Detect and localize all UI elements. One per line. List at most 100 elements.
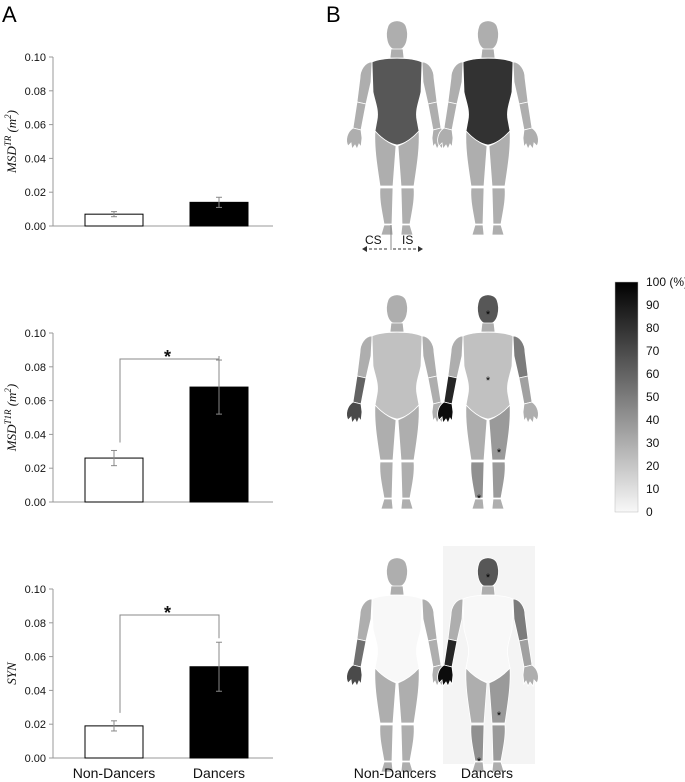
body-region-left-thigh [465, 667, 488, 724]
body-region-left-shin [379, 187, 394, 225]
body-figure-dancers: * * * [437, 557, 539, 773]
body-region-right-thigh [397, 404, 420, 461]
body-region-right-shin [400, 187, 415, 225]
body-region-right-shin [491, 187, 506, 225]
body-region-left-shin [379, 724, 394, 762]
colorbar-tick-label: 20 [646, 459, 660, 473]
body-region-left-hand [437, 664, 454, 687]
y-axis-title: SYN [4, 661, 19, 685]
significance-star: * [497, 710, 502, 722]
colorbar-tick-label: 30 [646, 436, 660, 450]
body-region-left-foot [380, 224, 394, 236]
error-bar [216, 359, 222, 415]
colorbar-tick-label: 80 [646, 321, 660, 335]
body-maps: * * * * * * * CS IS Non-Dancers Dancers [346, 20, 539, 781]
body-region-left-upper-arm [447, 335, 464, 379]
y-tick-label: 0.10 [25, 52, 46, 64]
body-region-right-thigh [488, 667, 511, 724]
bar-charts: 0.00 0.02 0.04 0.06 0.08 0.10 MSDTR (m2) 0.00 0.… [3, 52, 273, 781]
significance-bracket [119, 614, 220, 713]
error-bar [111, 449, 117, 467]
y-tick-label: 0.10 [25, 328, 46, 340]
body-region-right-forearm [427, 101, 442, 131]
body-region-left-forearm [352, 638, 367, 668]
body-figure-non-dancers [346, 294, 448, 510]
body-region-right-foot [491, 498, 505, 510]
body-region-right-foot [400, 761, 414, 773]
body-region-left-upper-arm [356, 335, 373, 379]
cs-arrowhead [362, 246, 367, 252]
significance-star: * [477, 493, 482, 505]
y-tick-label: 0.08 [25, 86, 46, 98]
body-region-right-foot [400, 224, 414, 236]
y-tick-label: 0.08 [25, 362, 46, 374]
significance-star: * [164, 603, 171, 623]
significance-star: * [497, 447, 502, 459]
body-region-trunk [371, 594, 423, 683]
body-region-right-shin [491, 724, 506, 762]
body-region-left-hand [346, 127, 363, 150]
body-region-left-forearm [352, 375, 367, 405]
body-region-right-hand [522, 401, 539, 424]
body-map-row-2: * * * * [346, 294, 539, 510]
body-region-left-forearm [352, 101, 367, 131]
bar-chart-1: 0.00 0.02 0.04 0.06 0.08 0.10 MSDTR (m2) [3, 52, 273, 233]
body-region-head [386, 557, 408, 588]
colorbar-tick-label: 10 [646, 482, 660, 496]
error-bar [216, 196, 222, 208]
column-label: Dancers [461, 765, 513, 781]
significance-star: * [486, 309, 491, 321]
body-region-right-foot [491, 761, 505, 773]
body-figure-dancers [437, 20, 539, 236]
body-region-left-foot [380, 498, 394, 510]
body-region-left-thigh [374, 667, 397, 724]
body-region-head [386, 20, 408, 51]
colorbar-gradient [614, 281, 639, 513]
body-region-right-upper-arm [421, 335, 438, 379]
body-region-left-hand [437, 401, 454, 424]
y-tick-label: 0.00 [25, 753, 46, 765]
body-region-trunk [462, 594, 514, 683]
x-category-label: Non-Dancers [73, 765, 155, 781]
body-region-left-thigh [374, 130, 397, 187]
body-region-left-forearm [443, 101, 458, 131]
body-region-head [386, 294, 408, 325]
body-figure-non-dancers [346, 557, 448, 773]
y-axis-title: MSDT1R (m2) [3, 384, 19, 453]
y-axis-title: MSDTR (m2) [3, 110, 19, 174]
y-tick-label: 0.08 [25, 618, 46, 630]
body-region-right-upper-arm [421, 598, 438, 642]
y-tick-label: 0.06 [25, 396, 46, 408]
significance-star: * [486, 375, 491, 387]
y-tick-label: 0.00 [25, 221, 46, 233]
body-region-left-upper-arm [447, 61, 464, 105]
significance-star: * [486, 572, 491, 584]
body-region-left-foot [471, 224, 485, 236]
body-region-right-thigh [488, 404, 511, 461]
body-figure-non-dancers [346, 20, 448, 236]
body-region-right-hand [522, 127, 539, 150]
body-region-right-thigh [488, 130, 511, 187]
body-region-right-shin [400, 461, 415, 499]
body-region-right-upper-arm [421, 61, 438, 105]
colorbar-tick-label: 50 [646, 390, 660, 404]
body-region-left-upper-arm [356, 61, 373, 105]
colorbar-tick-label: 90 [646, 298, 660, 312]
y-tick-label: 0.02 [25, 463, 46, 475]
colorbar: 100 (%) 90 80 70 60 50 40 30 20 10 0 [614, 275, 685, 519]
body-region-right-shin [491, 461, 506, 499]
significance-star: * [164, 347, 171, 367]
y-tick-label: 0.04 [25, 153, 46, 165]
panel-letter-a: A [2, 2, 17, 27]
colorbar-tick-label: 0 [646, 505, 653, 519]
body-region-right-forearm [518, 375, 533, 405]
body-region-trunk [462, 57, 514, 146]
body-region-left-thigh [465, 404, 488, 461]
y-tick-label: 0.06 [25, 120, 46, 132]
significance-bracket [119, 356, 220, 443]
bar-chart-3: 0.00 0.02 0.04 0.06 0.08 0.10 SYN * Non-Dancers D… [4, 584, 273, 781]
body-region-right-forearm [427, 375, 442, 405]
body-region-head [477, 294, 499, 325]
body-region-right-thigh [397, 130, 420, 187]
y-tick-label: 0.00 [25, 497, 46, 509]
